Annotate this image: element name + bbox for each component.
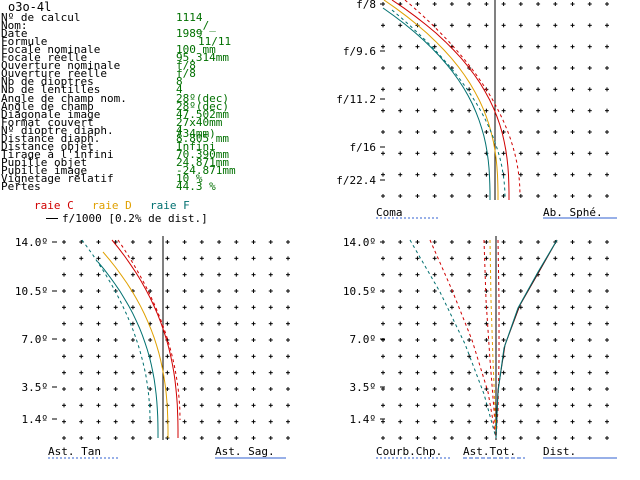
distortion-curve-raie-f bbox=[495, 239, 558, 439]
info-value: 28º(dec) bbox=[176, 100, 229, 113]
label-courb-chp: Courb.Chp. bbox=[376, 445, 443, 458]
info-label: Formule bbox=[1, 35, 48, 48]
info-label: Pertes bbox=[1, 180, 41, 193]
label-ast-sag: Ast. Sag. bbox=[215, 445, 275, 458]
label-ast-tan: Ast. Tan bbox=[48, 445, 101, 458]
info-label: Nb de lentilles bbox=[1, 83, 101, 96]
info-value: 47.502mm bbox=[176, 108, 229, 121]
info-label: Ouverture réelle bbox=[1, 67, 107, 80]
coma-curve-raie-c bbox=[404, 0, 521, 196]
aperture-tick-label: f/9.6 bbox=[343, 45, 376, 58]
field-angle-tick-label: 3.5º bbox=[22, 381, 49, 394]
info-value: 8.805 mm bbox=[176, 132, 229, 145]
field-angle-tick-label: 1.4º bbox=[22, 413, 49, 426]
asttot-curve-raie-c bbox=[429, 239, 497, 439]
label-ast-tot: Ast.Tot. bbox=[463, 445, 516, 458]
field-angle-tick-label: 10.5º bbox=[15, 285, 48, 298]
info-value: 11/11 bbox=[198, 35, 232, 48]
window-title: o3o-4l bbox=[8, 0, 52, 14]
legend-raie-f: raie F bbox=[150, 199, 190, 212]
info-value: _/_ bbox=[196, 19, 216, 32]
field-angle-tick-label: 3.5º bbox=[350, 381, 377, 394]
curvature-curve-raie-d bbox=[489, 239, 497, 439]
scale-bar bbox=[46, 218, 58, 219]
tan-curve-raie-c bbox=[117, 239, 181, 421]
info-label: Date bbox=[1, 27, 28, 40]
field-curvature-distortion-plot: 14.0º 10.5º 7.0º 3.5º 1.4º bbox=[343, 236, 617, 459]
asttot-curve-raie-f bbox=[409, 239, 497, 439]
info-label: Angle de champ bbox=[1, 100, 94, 113]
field-angle-tick-label: 7.0º bbox=[350, 333, 377, 346]
tan-curve-raie-f bbox=[81, 239, 151, 421]
info-value: f/8 bbox=[176, 67, 196, 80]
info-label: Pupille image bbox=[1, 164, 88, 177]
field-angle-tick-label: 7.0º bbox=[22, 333, 49, 346]
field-angle-tick-label: 14.0º bbox=[343, 236, 376, 249]
info-value: 28º(dec) bbox=[176, 92, 229, 105]
info-value: 44.3 % bbox=[176, 180, 216, 193]
legend-raie-c: raie C bbox=[34, 199, 74, 212]
info-value: 1114 bbox=[176, 11, 203, 24]
info-value: 1989 bbox=[176, 27, 203, 40]
aperture-tick-label: f/22.4 bbox=[336, 174, 376, 187]
label-coma: Coma bbox=[376, 206, 403, 219]
coma-spherical-plot: f/8 f/9.6 f/11.2 f/16 f/22.4 bbox=[336, 0, 617, 219]
sag-curve-raie-c bbox=[111, 239, 179, 438]
info-label: Focale nominale bbox=[1, 43, 101, 56]
aperture-tick-label: f/16 bbox=[350, 141, 377, 154]
legend-raie-d: raie D bbox=[92, 199, 132, 212]
lens-info-panel: Nº de calcul 1114 Nom: _/_ Date 1989 Formule 11… bbox=[0, 0, 250, 200]
info-label: Pupille objet bbox=[1, 156, 88, 169]
info-value: -24.871mm bbox=[176, 164, 236, 177]
info-label: Vignetage relatif bbox=[1, 172, 114, 185]
info-value: 27x40mm (34mm) bbox=[176, 116, 223, 140]
info-value: 4 bbox=[176, 83, 183, 96]
info-label: Distance diaph. bbox=[1, 132, 101, 145]
label-ab-sphe: Ab. Sphé. bbox=[543, 206, 603, 219]
label-dist: Dist. bbox=[543, 445, 577, 458]
info-value: Infini bbox=[176, 140, 216, 153]
info-label: Format couvert bbox=[1, 116, 94, 129]
spherical-curve-raie-d bbox=[383, 0, 499, 200]
sag-curve-raie-d bbox=[102, 251, 169, 438]
info-label: Distance objet bbox=[1, 140, 94, 153]
legend-scale: f/1000 [0.2% de dist.] bbox=[62, 212, 208, 225]
info-label: Nb de dioptres bbox=[1, 75, 94, 88]
info-value: 100 mm bbox=[176, 43, 216, 56]
info-label: Tirage à l'infini bbox=[1, 148, 114, 161]
astigmatism-plot: 14.0º 10.5º 7.0º 3.5º 1.4º bbox=[15, 236, 290, 459]
info-value: f/8 bbox=[176, 59, 196, 72]
info-value: 8 bbox=[176, 75, 183, 88]
info-label: Ouverture nominale bbox=[1, 59, 121, 72]
info-value: 24.871mm bbox=[176, 156, 229, 169]
field-angle-tick-label: 14.0º bbox=[15, 236, 48, 249]
aperture-tick-label: f/11.2 bbox=[336, 93, 376, 106]
info-value: 95.314mm bbox=[176, 51, 229, 64]
sag-curve-raie-f bbox=[97, 261, 159, 438]
field-angle-tick-label: 10.5º bbox=[343, 285, 376, 298]
info-label: Diagonale image bbox=[1, 108, 101, 121]
info-value: 70.390mm bbox=[176, 148, 229, 161]
info-value: 4 bbox=[176, 124, 183, 137]
curvature-curve-raie-c bbox=[483, 239, 497, 439]
info-value: 10 % bbox=[176, 172, 203, 185]
spherical-curve-raie-c bbox=[391, 0, 510, 200]
info-label: Focale réelle bbox=[1, 51, 88, 64]
coma-curve-raie-f bbox=[391, 9, 506, 199]
spherical-curve-raie-f bbox=[382, 7, 491, 200]
info-label: Nº dioptre diaph. bbox=[1, 124, 114, 137]
field-angle-tick-label: 1.4º bbox=[350, 413, 377, 426]
distortion-curve-raie-c bbox=[495, 239, 558, 439]
info-label: Nº de calcul bbox=[1, 11, 81, 24]
info-label: Angle de champ nom. bbox=[1, 92, 127, 105]
aperture-tick-label: f/8 bbox=[356, 0, 376, 11]
curvature-curve-raie-c-2 bbox=[495, 239, 500, 439]
info-label: Nom: bbox=[1, 19, 28, 32]
